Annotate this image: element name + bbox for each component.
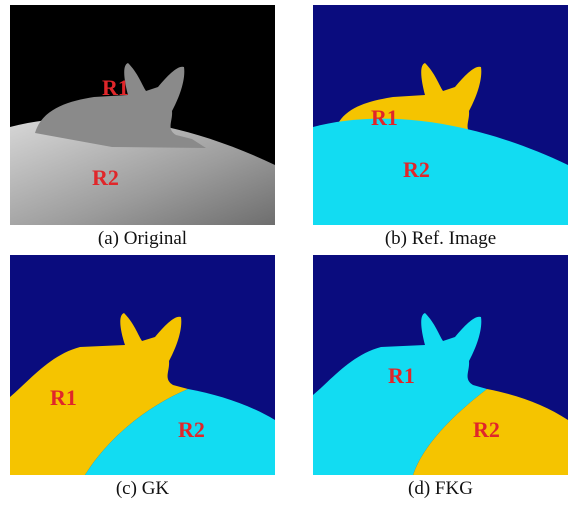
- caption: (c) GK: [10, 478, 275, 500]
- region-label: R1: [102, 75, 129, 100]
- panel-fkg: R1 R2: [313, 255, 568, 475]
- panel-original: R1 R2: [10, 5, 275, 225]
- panel-reference: R1 R2: [313, 5, 568, 225]
- caption: (a) Original: [10, 228, 275, 250]
- region-label: R2: [178, 417, 205, 442]
- region-label: R1: [371, 105, 398, 130]
- panel-gk: R1 R2: [10, 255, 275, 475]
- region-label: R1: [388, 363, 415, 388]
- figure: R1 R2 (a) Original R1 R2 (b) Ref. Image …: [0, 0, 580, 505]
- region-label: R1: [50, 385, 77, 410]
- region-label: R2: [403, 157, 430, 182]
- caption: (d) FKG: [308, 478, 573, 500]
- region-label: R2: [473, 417, 500, 442]
- caption: (b) Ref. Image: [308, 228, 573, 250]
- region-label: R2: [92, 165, 119, 190]
